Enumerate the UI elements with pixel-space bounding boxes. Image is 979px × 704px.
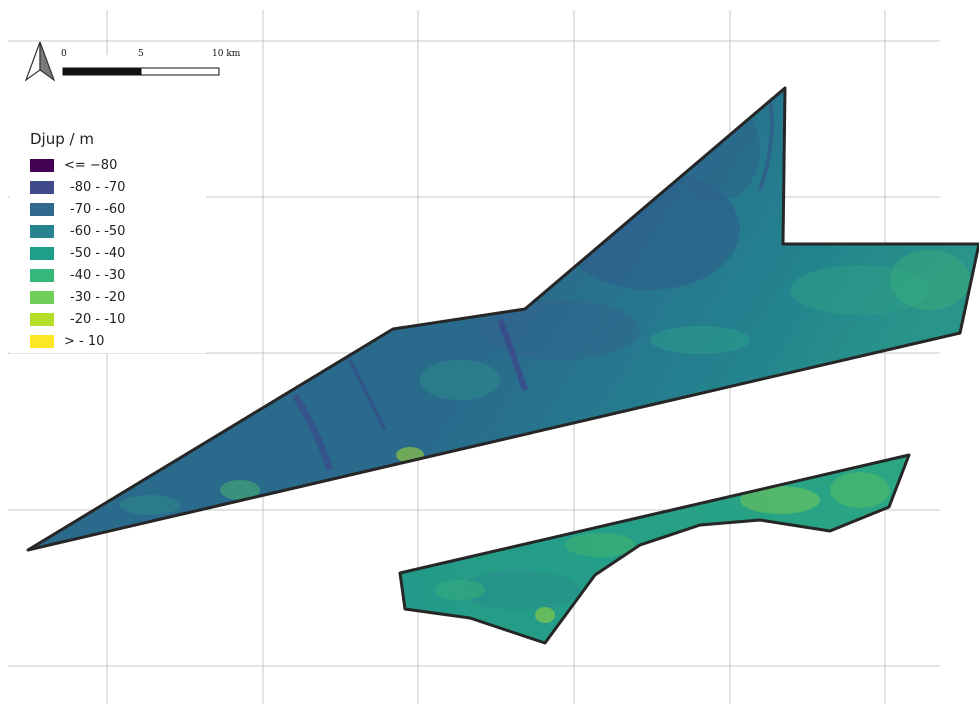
legend-label: <= −80 <box>64 157 118 173</box>
legend-item: -50 - -40 <box>24 242 204 264</box>
legend-swatch <box>30 224 54 238</box>
scale-bar: 0 5 10 km <box>61 49 241 76</box>
legend-label: -50 - -40 <box>70 245 126 261</box>
scale-label-10: 10 km <box>212 49 241 59</box>
legend-item: <= −80 <box>24 154 204 176</box>
legend-swatch <box>30 290 54 304</box>
legend-swatch <box>30 202 54 216</box>
scale-label-5: 5 <box>138 49 144 59</box>
legend-swatch <box>30 268 54 282</box>
legend-item: -40 - -30 <box>24 264 204 286</box>
legend-item: -20 - -10 <box>24 308 204 330</box>
legend-item: > - 10 <box>24 330 204 352</box>
southern-survey-area <box>398 453 911 645</box>
legend-swatch <box>30 180 54 194</box>
legend-label: -20 - -10 <box>70 311 126 327</box>
legend-label: > - 10 <box>64 333 105 349</box>
legend-swatch <box>30 334 54 348</box>
legend-swatch <box>30 158 54 172</box>
legend-swatch <box>30 312 54 326</box>
legend-item: -70 - -60 <box>24 198 204 220</box>
legend-item: -30 - -20 <box>24 286 204 308</box>
legend-item: -60 - -50 <box>24 220 204 242</box>
legend: Djup / m <= −80 -80 - -70 -70 - -60 -60 - -… <box>24 130 204 352</box>
legend-item: -80 - -70 <box>24 176 204 198</box>
legend-label: -80 - -70 <box>70 179 126 195</box>
legend-label: -60 - -50 <box>70 223 126 239</box>
legend-title: Djup / m <box>30 130 94 148</box>
legend-classes: <= −80 -80 - -70 -70 - -60 -60 - -50 -50 - -… <box>24 154 204 352</box>
legend-label: -70 - -60 <box>70 201 126 217</box>
north-arrow-icon <box>24 41 56 82</box>
northern-survey-area <box>26 86 979 552</box>
scale-label-0: 0 <box>61 49 67 59</box>
legend-label: -30 - -20 <box>70 289 126 305</box>
legend-label: -40 - -30 <box>70 267 126 283</box>
legend-swatch <box>30 246 54 260</box>
